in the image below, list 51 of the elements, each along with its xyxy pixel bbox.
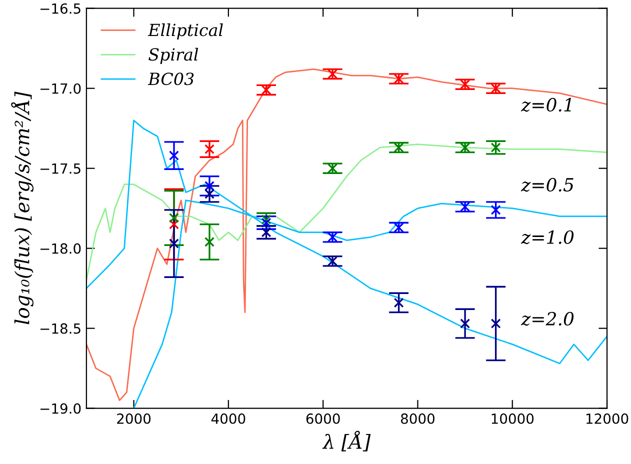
y-tick-label: −17.0 <box>40 83 81 94</box>
annotation: z=0.1 <box>520 98 571 112</box>
x-axis-title: λ [Å] <box>322 430 371 452</box>
point <box>328 232 338 242</box>
point <box>168 212 179 223</box>
y-tick-label: −18.0 <box>40 243 81 254</box>
x-tick-label: 12000 <box>586 413 628 424</box>
x-tick-label: 6000 <box>306 413 340 424</box>
x-tick-label: 4000 <box>211 413 246 424</box>
x-tick-label: 10000 <box>492 413 534 424</box>
point <box>460 79 470 90</box>
point <box>490 318 501 329</box>
legend-label: Elliptical <box>148 23 223 40</box>
annotation: z=1.0 <box>520 230 574 244</box>
y-tick-label: −17.5 <box>40 163 80 174</box>
point <box>394 142 404 153</box>
point <box>204 236 214 247</box>
y-tick-label: −16.5 <box>40 3 80 14</box>
annotation: z=2.0 <box>520 312 574 326</box>
point <box>261 227 272 238</box>
point <box>204 180 214 191</box>
y-tick-label: −19.0 <box>40 403 81 414</box>
point <box>490 83 501 94</box>
y-axis-title: log₁₀(flux) [erg/s/cm²/Å] <box>11 92 34 324</box>
point <box>328 68 338 79</box>
line-series <box>86 144 608 282</box>
point <box>261 84 272 95</box>
point <box>168 150 179 161</box>
point <box>328 256 338 266</box>
point <box>168 219 179 230</box>
point <box>261 218 272 228</box>
point <box>328 163 338 174</box>
point <box>168 238 179 249</box>
point <box>204 188 214 199</box>
x-tick-label: 2000 <box>117 413 151 424</box>
point <box>261 214 272 225</box>
point <box>394 298 404 308</box>
annotation: z=0.5 <box>520 178 574 192</box>
legend-label: Spiral <box>148 48 198 64</box>
point <box>204 144 214 154</box>
point <box>394 222 404 233</box>
point <box>460 142 470 153</box>
y-tick-label: −18.5 <box>40 323 80 334</box>
line-series <box>86 68 608 402</box>
x-tick-label: 8000 <box>400 413 434 424</box>
point <box>394 74 404 84</box>
point <box>490 142 501 153</box>
point <box>460 318 470 329</box>
legend-label: BC03 <box>148 72 194 86</box>
point <box>460 202 470 212</box>
point <box>490 204 501 215</box>
